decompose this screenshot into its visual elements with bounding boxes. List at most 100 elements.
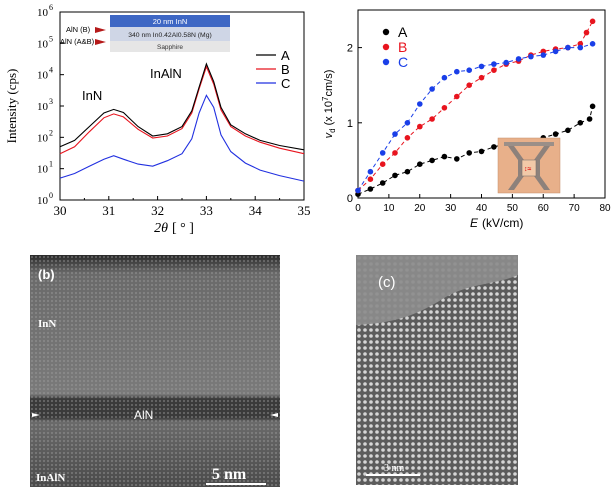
vd-point-b (417, 123, 423, 130)
vd-point-c (503, 59, 509, 66)
vd-point-c (478, 63, 485, 70)
vd-point-b (367, 176, 374, 182)
vd-point-c (429, 86, 435, 92)
stack-layer-inaln-label: 340 nm In0.42Al0.58N (Mg) (128, 32, 212, 39)
xrd-y-tick-exp: 0 (49, 191, 53, 200)
xrd-y-tick-label: 10 (37, 164, 49, 176)
vd-y-axis-unit: cm/s) (323, 70, 335, 97)
svg-text:↕≈: ↕≈ (524, 166, 532, 173)
vd-point-a (491, 144, 497, 150)
tem-b-label-inn: InN (38, 318, 56, 330)
vd-point-c (491, 61, 497, 67)
vd-point-c (441, 74, 448, 81)
vd-point-c (515, 56, 522, 62)
xrd-peak-inn-label: InN (82, 88, 102, 103)
vd-y-axis-label: vd (x 107cm/s) (321, 70, 337, 139)
vd-point-a (441, 153, 448, 160)
xrd-y-tick-exp: 4 (49, 66, 53, 75)
arrow-label-aln-ab: AlN (A&B) (60, 37, 95, 46)
vd-legend-marker (382, 28, 390, 36)
vd-x-tick-label: 40 (476, 203, 488, 214)
vd-plot-frame (357, 9, 606, 199)
vd-y-tick-label: 2 (347, 43, 353, 55)
device-inset-image: ↕≈ (497, 137, 561, 194)
vd-x-axis-symbol: E (470, 216, 479, 230)
vd-x-tick-label: 10 (383, 203, 395, 214)
vd-legend-marker (382, 43, 390, 51)
xrd-y-axis-label: Intensity (cps) (4, 69, 19, 144)
tem-c-svg: (c) 3 nm (356, 255, 518, 485)
xrd-x-tick-label: 34 (249, 203, 263, 218)
vd-point-b (379, 161, 386, 167)
xrd-x-axis-symbol: 2θ (154, 221, 168, 236)
tem-b-interface-left-icon (32, 413, 40, 417)
tem-b-interface-right-icon (270, 413, 278, 417)
vd-y-tick-label: 0 (347, 193, 353, 205)
xrd-peak-inaln-label: InAlN (150, 66, 182, 81)
vd-point-c (466, 67, 472, 73)
vd-point-b (491, 67, 497, 73)
xrd-y-tick-label: 10 (37, 101, 49, 113)
xrd-y-tick-label: 10 (37, 132, 49, 144)
xrd-x-tick-label: 32 (151, 203, 164, 218)
xrd-series-b (59, 65, 305, 155)
vd-x-axis-unit: (kV/cm) (482, 216, 523, 230)
vd-point-c (454, 68, 460, 75)
vd-point-c (528, 53, 534, 60)
vd-point-c (577, 44, 584, 51)
vd-panel: 0 10 20 30 40 50 60 70 80 0 1 2 vd (x 107cm/s) E (k… (318, 0, 615, 245)
vd-point-a (589, 103, 596, 110)
vd-y-axis-exp: 7 (321, 96, 330, 101)
tem-c-tag: (c) (378, 274, 396, 291)
arrow-aln-b-icon (95, 27, 106, 33)
vd-legend-label: C (398, 54, 408, 70)
xrd-series-a (59, 62, 305, 151)
xrd-legend-label: B (281, 62, 290, 77)
tem-b-label-aln: AlN (134, 408, 153, 422)
tem-b-tag: (b) (38, 267, 55, 282)
vd-y-axis-rest: (x 10 (323, 101, 335, 125)
vd-point-b (392, 150, 398, 156)
xrd-x-tick-label: 31 (102, 203, 115, 218)
vd-chart: 0 10 20 30 40 50 60 70 80 0 1 2 vd (x 107cm/s) E (k… (321, 9, 611, 230)
xrd-y-tick-exp: 3 (49, 97, 53, 106)
vd-point-a (478, 148, 485, 155)
tem-c-scale-label: 3 nm (384, 463, 405, 474)
vd-point-c (552, 48, 559, 55)
vd-point-a (392, 172, 398, 179)
vd-point-a (565, 127, 571, 134)
xrd-y-tick-label: 10 (37, 70, 49, 82)
stack-layer-sapphire (110, 41, 230, 52)
vd-point-c (540, 52, 547, 58)
arrow-label-aln-b: AlN (B) (66, 25, 91, 34)
vd-legend-label: B (398, 39, 407, 55)
vd-point-a (404, 168, 411, 175)
xrd-y-tick-exp: 2 (49, 128, 53, 137)
vd-x-tick-label: 60 (538, 203, 550, 214)
vd-point-b (478, 74, 485, 81)
vd-x-tick-label: 20 (414, 203, 426, 214)
vd-x-tick-label: 30 (445, 203, 457, 214)
stack-layer-inaln (110, 27, 230, 41)
xrd-legend-label: A (281, 48, 290, 63)
vd-point-c (417, 101, 423, 107)
xrd-y-tick-exp: 6 (49, 3, 53, 12)
xrd-y-tick-label: 10 (37, 195, 49, 207)
vd-point-b (404, 135, 411, 141)
xrd-x-tick-label: 30 (54, 203, 67, 218)
vd-point-b (583, 29, 590, 36)
xrd-y-tick-exp: 5 (49, 34, 53, 43)
vd-point-b (429, 116, 435, 122)
vd-y-axis-symbol: v (323, 131, 335, 138)
vd-legend-label: A (398, 24, 408, 40)
vd-point-c (404, 120, 411, 126)
vd-point-a (552, 131, 559, 137)
vd-point-b (454, 93, 460, 100)
arrow-aln-ab-icon (95, 39, 106, 45)
vd-point-c (379, 150, 386, 156)
vd-x-tick-label: 0 (355, 203, 361, 214)
vd-point-b (589, 18, 596, 25)
xrd-y-tick-label: 10 (37, 7, 49, 19)
tem-b-scale-label: 5 nm (212, 466, 247, 483)
